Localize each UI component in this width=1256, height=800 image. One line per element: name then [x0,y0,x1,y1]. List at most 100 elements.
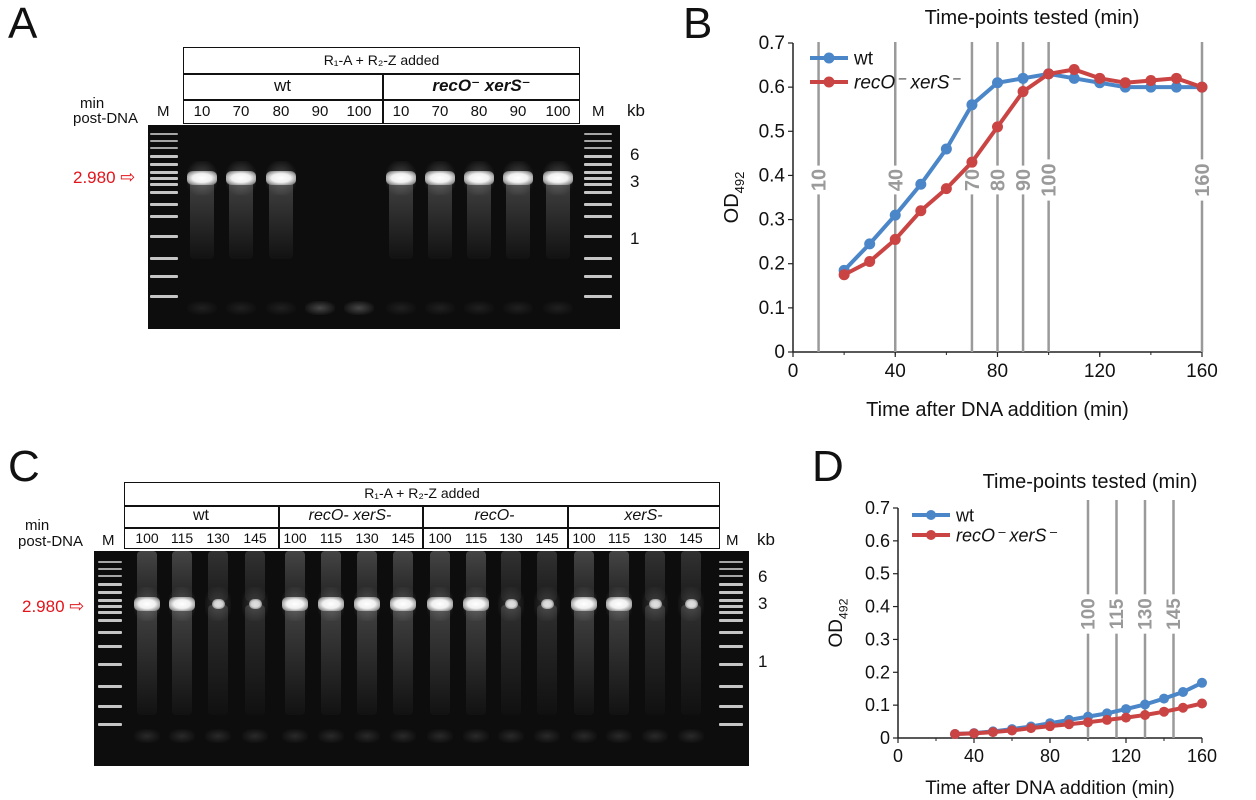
ladder-band [98,605,122,608]
gel-a-kb-3: 3 [630,172,640,191]
ladder-band [98,645,122,648]
data-point [838,269,850,281]
sample-lane [606,551,632,766]
band-smear [136,605,158,715]
timepoint-label-bg [1134,594,1156,634]
data-point [940,183,952,195]
dna-band [571,597,597,611]
data-point [1121,712,1131,723]
gel-c-group-divider [422,505,424,549]
primer-band [344,301,374,315]
well-smear [320,551,342,601]
data-point [1102,714,1112,725]
band-smear [506,179,530,259]
timepoint-label-bg [1037,159,1060,201]
lane-label: 100 [572,530,596,546]
ladder-band [150,235,178,238]
timepoint-label-bg [1077,594,1099,634]
lane-label: 130 [355,530,379,546]
data-point [1068,72,1080,84]
primer-band [266,301,296,315]
gel-c-marker-left: M [102,532,115,549]
well-smear [536,551,558,601]
y-tick-label: 0.7 [759,33,785,54]
y-tick-label: 0 [774,342,785,363]
lane-label: 100 [135,530,159,546]
sample-lane [642,551,668,766]
band-smear [467,179,491,259]
x-tick-label: 0 [893,746,903,766]
y-tick-label: 0.6 [865,531,890,551]
data-point [1196,81,1208,93]
chart-title: Time-points tested (min) [983,471,1198,493]
ladder-band [150,147,178,149]
well-smear [680,551,702,601]
primer-band [226,301,256,315]
ladder-band [584,133,612,135]
data-point [950,729,960,740]
data-point [1159,706,1169,717]
legend-marker [926,530,936,540]
band-smear [284,605,306,715]
timepoint-label-bg [807,165,830,195]
gel-a-header-box [183,47,580,124]
ladder-band [719,619,743,622]
lane-label: 115 [464,530,488,546]
band-smear [536,605,558,715]
primer-band [425,301,455,315]
ladder-band [584,235,612,238]
ladder-band [150,163,178,166]
ladder-band [584,275,612,278]
ladder-band [98,568,122,570]
lane-label: 130 [643,530,667,546]
primer-band [427,729,453,743]
ladder-band [719,663,743,666]
timepoint-label: 10 [809,169,831,191]
gel-a-min-label: min [80,95,105,112]
ladder-lane-left [150,125,178,329]
primer-band [534,729,560,743]
primer-band [169,729,195,743]
y-tick-label: 0.2 [865,662,890,682]
band-smear [207,605,229,715]
data-point [1068,63,1080,75]
ladder-band [150,191,178,194]
data-point [966,99,978,111]
band-smear [608,605,630,715]
ladder-band [98,685,122,688]
well-smear [284,551,306,601]
dna-band [504,599,518,609]
x-tick-label: 120 [1084,361,1116,382]
x-tick-label: 40 [964,746,984,766]
ladder-band [719,631,743,634]
data-point [889,209,901,221]
well-smear [136,551,158,601]
band-smear [680,605,702,715]
dna-band [427,597,453,611]
timepoint-label: 145 [1164,598,1185,630]
primer-band [386,301,416,315]
timepoint-label: 80 [988,169,1010,191]
lane-label: 115 [319,530,343,546]
data-point [1170,72,1182,84]
gel-c-group-label: wt [193,507,209,524]
band-smear [190,179,214,259]
lane-label: 115 [170,530,194,546]
y-tick-label: 0.4 [865,597,890,617]
y-axis-label: OD492 [721,172,747,224]
x-axis-label: Time after DNA addition (min) [866,399,1129,421]
gel-a-header-divider-1 [183,73,580,75]
dna-band [390,597,416,611]
dna-band [211,599,225,609]
dna-band [503,171,533,185]
data-point [1017,72,1029,84]
ladder-band [584,203,612,206]
primer-band [463,729,489,743]
lane-label: 145 [391,530,415,546]
well-smear [608,551,630,601]
y-tick-label: 0.4 [759,165,786,186]
dna-band [282,597,308,611]
x-tick-label: 120 [1111,746,1141,766]
lane-label: 10 [193,103,211,120]
ladder-band [98,619,122,622]
